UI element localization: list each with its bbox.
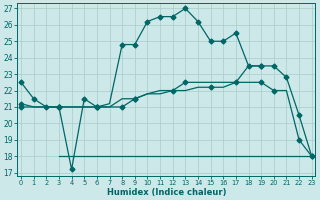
X-axis label: Humidex (Indice chaleur): Humidex (Indice chaleur) bbox=[107, 188, 226, 197]
